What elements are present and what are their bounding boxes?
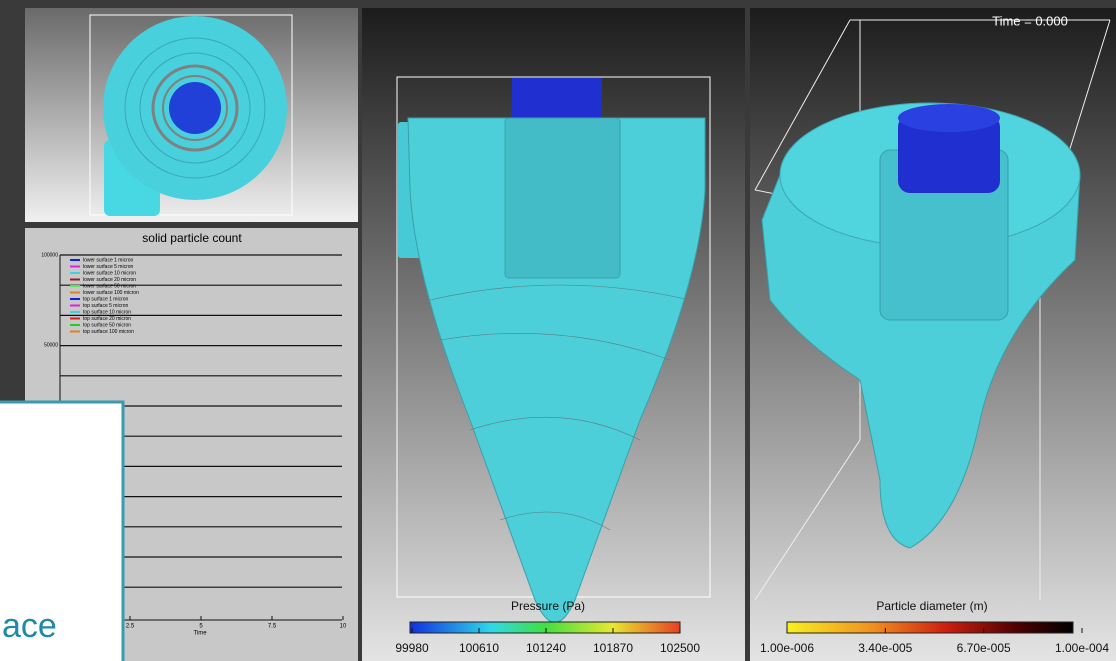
legend-label: lower surface 20 micron xyxy=(83,277,136,283)
overlay-card: ace xyxy=(0,402,123,661)
colorbar-tick-label: 1.00e-004 xyxy=(1055,641,1109,655)
plot-title: solid particle count xyxy=(142,231,242,245)
y-tick-label: 100000 xyxy=(41,252,58,258)
legend-label: lower surface 100 micron xyxy=(83,290,139,296)
y-tick-label: 50000 xyxy=(44,342,58,348)
legend-label: top surface 100 micron xyxy=(83,329,134,335)
screen: solid particle count 100000 50000 lower … xyxy=(0,0,1116,661)
colorbar-tick-label: 101870 xyxy=(593,641,633,655)
overlay-text: ace xyxy=(2,607,57,645)
colorbar-title: Particle diameter (m) xyxy=(876,599,987,613)
top-view xyxy=(25,8,358,222)
x-axis-label: Time xyxy=(193,631,207,637)
particle-view: Time = 0.000 Particle diameter (m) 1.00e… xyxy=(750,8,1116,661)
colorbar-tick-label: 1.00e-006 xyxy=(760,641,814,655)
x-tick-label: 10 xyxy=(340,624,347,630)
pressure-view: Pressure (Pa) 99980 100610 101240 101870 102… xyxy=(362,8,745,661)
x-tick-label: 7.5 xyxy=(268,624,277,630)
colorbar-tick-label: 3.40e-005 xyxy=(858,641,912,655)
legend-label: top surface 1 micron xyxy=(83,296,129,302)
time-label: Time = 0.000 xyxy=(992,13,1068,28)
legend-label: lower surface 5 micron xyxy=(83,264,134,270)
legend-label: lower surface 1 micron xyxy=(83,257,134,263)
legend-label: lower surface 10 micron xyxy=(83,270,136,276)
colorbar-tick-label: 99980 xyxy=(395,641,429,655)
legend-label: top surface 5 micron xyxy=(83,303,129,309)
colorbar-tick-label: 6.70e-005 xyxy=(957,641,1011,655)
x-tick-label: 2.5 xyxy=(126,624,135,630)
legend-label: top surface 50 micron xyxy=(83,322,131,328)
colorbar-tick-label: 102500 xyxy=(660,641,700,655)
colorbar-tick-label: 101240 xyxy=(526,641,566,655)
colorbar-tick-label: 100610 xyxy=(459,641,499,655)
legend-label: lower surface 50 micron xyxy=(83,283,136,289)
legend-label: top surface 20 micron xyxy=(83,316,131,322)
legend-label: top surface 10 micron xyxy=(83,309,131,315)
colorbar-title: Pressure (Pa) xyxy=(511,599,585,613)
page: solid particle count 100000 50000 lower … xyxy=(0,0,1116,661)
